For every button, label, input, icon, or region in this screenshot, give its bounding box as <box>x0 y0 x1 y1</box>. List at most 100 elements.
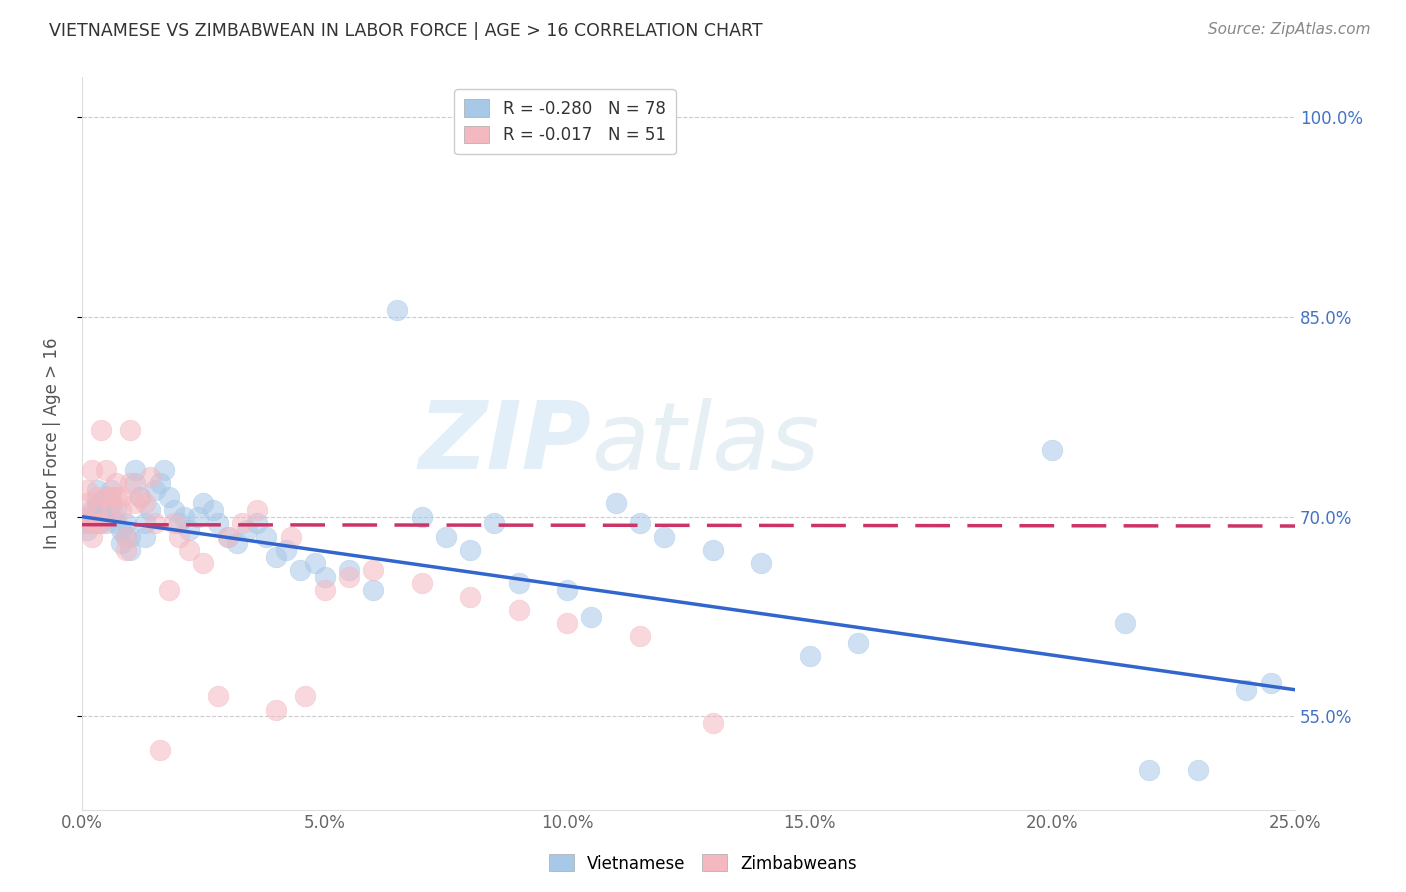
Point <box>143 483 166 497</box>
Point <box>226 536 249 550</box>
Point <box>702 716 724 731</box>
Point <box>96 490 118 504</box>
Y-axis label: In Labor Force | Age > 16: In Labor Force | Age > 16 <box>44 338 60 549</box>
Point <box>77 509 100 524</box>
Point <box>167 530 190 544</box>
Point <box>749 556 772 570</box>
Point <box>508 576 530 591</box>
Point <box>86 496 108 510</box>
Point <box>139 469 162 483</box>
Point <box>387 303 409 318</box>
Point <box>96 516 118 531</box>
Point <box>157 490 180 504</box>
Point <box>86 503 108 517</box>
Point <box>167 516 190 531</box>
Point <box>628 630 651 644</box>
Point <box>177 543 200 558</box>
Point <box>484 516 506 531</box>
Point <box>846 636 869 650</box>
Point <box>411 576 433 591</box>
Point <box>90 516 112 531</box>
Point <box>231 516 253 531</box>
Point <box>120 530 142 544</box>
Point <box>114 543 136 558</box>
Point <box>124 476 146 491</box>
Point <box>100 503 122 517</box>
Point <box>73 516 96 531</box>
Text: ZIP: ZIP <box>419 398 592 490</box>
Point <box>702 543 724 558</box>
Point <box>555 616 578 631</box>
Point <box>124 496 146 510</box>
Point <box>143 516 166 531</box>
Point <box>100 483 122 497</box>
Text: VIETNAMESE VS ZIMBABWEAN IN LABOR FORCE | AGE > 16 CORRELATION CHART: VIETNAMESE VS ZIMBABWEAN IN LABOR FORCE … <box>49 22 763 40</box>
Point <box>201 503 224 517</box>
Point <box>304 556 326 570</box>
Point <box>274 543 297 558</box>
Point <box>411 509 433 524</box>
Point <box>104 503 127 517</box>
Point <box>217 530 239 544</box>
Point <box>236 523 259 537</box>
Text: Source: ZipAtlas.com: Source: ZipAtlas.com <box>1208 22 1371 37</box>
Point <box>86 516 108 531</box>
Point <box>628 516 651 531</box>
Point <box>193 556 215 570</box>
Point <box>80 516 103 531</box>
Point <box>96 463 118 477</box>
Point <box>149 476 172 491</box>
Point <box>157 582 180 597</box>
Point <box>80 530 103 544</box>
Point <box>80 503 103 517</box>
Point <box>76 523 98 537</box>
Point <box>100 509 122 524</box>
Point <box>163 516 186 531</box>
Point <box>1042 443 1064 458</box>
Point <box>80 516 103 531</box>
Point <box>76 483 98 497</box>
Point <box>120 423 142 437</box>
Point <box>120 543 142 558</box>
Point <box>124 463 146 477</box>
Point <box>87 516 110 531</box>
Point <box>100 490 122 504</box>
Point <box>100 496 122 510</box>
Point <box>110 490 132 504</box>
Point <box>361 563 384 577</box>
Point <box>193 496 215 510</box>
Point <box>86 490 108 504</box>
Point <box>73 509 96 524</box>
Point <box>217 530 239 544</box>
Point <box>294 690 316 704</box>
Point <box>314 582 336 597</box>
Point <box>114 516 136 531</box>
Point <box>104 490 127 504</box>
Point <box>153 463 176 477</box>
Point <box>187 509 209 524</box>
Point <box>361 582 384 597</box>
Point <box>104 516 127 531</box>
Point <box>1114 616 1136 631</box>
Point <box>114 530 136 544</box>
Point <box>1139 763 1161 777</box>
Point <box>83 509 105 524</box>
Point <box>264 703 287 717</box>
Point <box>314 569 336 583</box>
Point <box>458 590 481 604</box>
Point <box>129 490 152 504</box>
Point <box>163 503 186 517</box>
Point <box>1260 676 1282 690</box>
Point <box>77 516 100 531</box>
Point <box>508 603 530 617</box>
Point <box>652 530 675 544</box>
Point <box>280 530 302 544</box>
Point <box>90 423 112 437</box>
Point <box>254 530 277 544</box>
Point <box>458 543 481 558</box>
Legend: Vietnamese, Zimbabweans: Vietnamese, Zimbabweans <box>543 847 863 880</box>
Point <box>96 490 118 504</box>
Point <box>207 516 229 531</box>
Point <box>110 503 132 517</box>
Point <box>149 742 172 756</box>
